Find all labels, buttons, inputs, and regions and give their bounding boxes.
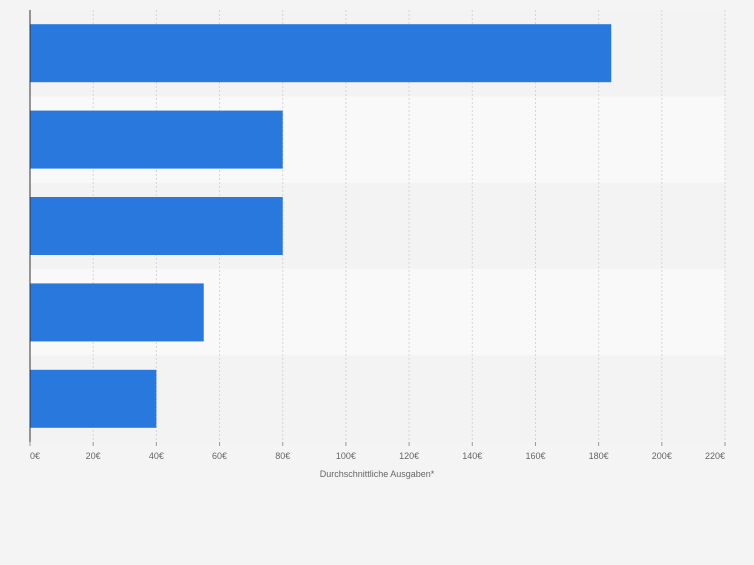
bar <box>30 110 283 169</box>
x-tick-label: 0€ <box>30 451 40 461</box>
x-tick-label: 20€ <box>86 451 101 461</box>
x-tick-label: 120€ <box>399 451 419 461</box>
x-tick-labels: 0€ 20€ 40€ 60€ 80€ 100€ 120€ 140€ 160€ 180€ 200€ 22… <box>29 442 726 461</box>
x-tick-label: 140€ <box>462 451 482 461</box>
x-tick-label: 100€ <box>336 451 356 461</box>
bars <box>30 24 612 428</box>
x-tick-label: 40€ <box>149 451 164 461</box>
x-tick-label: 200€ <box>652 451 672 461</box>
x-axis-title: Durchschnittliche Ausgaben* <box>320 469 435 479</box>
x-tick-label: 80€ <box>275 451 290 461</box>
x-tick-label: 60€ <box>212 451 227 461</box>
x-tick-label: 160€ <box>525 451 545 461</box>
bar <box>30 369 157 428</box>
x-tick-label: 220€ <box>705 451 725 461</box>
x-tick-label: 180€ <box>589 451 609 461</box>
bar <box>30 283 204 342</box>
bar <box>30 197 283 255</box>
bar <box>30 24 612 83</box>
